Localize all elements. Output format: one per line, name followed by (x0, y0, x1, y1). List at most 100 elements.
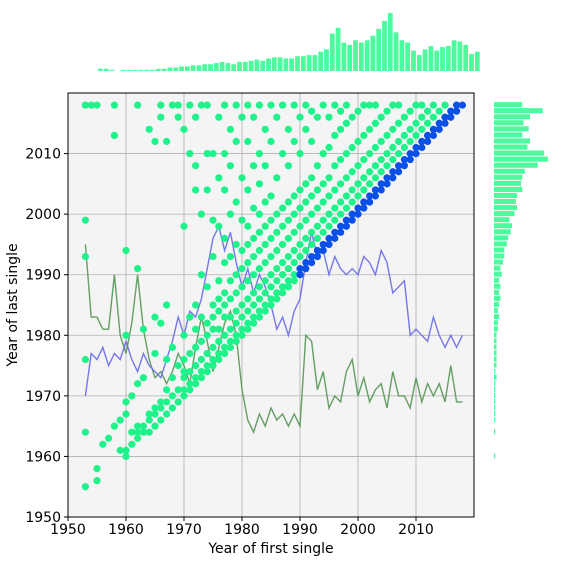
scatter-point (354, 162, 362, 170)
scatter-point (313, 186, 321, 194)
scatter-point (151, 137, 159, 146)
scatter-point (342, 119, 350, 127)
scatter-point (221, 313, 229, 321)
scatter-point (186, 149, 194, 158)
right-histogram-bar (494, 211, 515, 217)
right-histogram-bar (494, 301, 500, 308)
scatter-point (145, 428, 153, 436)
right-histogram-bar (494, 241, 507, 247)
scatter-point (348, 198, 356, 206)
top-histogram-bar (196, 65, 202, 71)
y-axis-label: Year of last single (5, 243, 21, 367)
scatter-point (383, 107, 391, 115)
scatter-point (360, 198, 368, 206)
top-histogram-bar (208, 64, 213, 71)
scatter-point (360, 186, 368, 194)
y-tick-label: 1980 (25, 328, 61, 344)
scatter-point (273, 289, 281, 297)
scatter-point (296, 252, 304, 261)
scatter-point (255, 295, 263, 303)
scatter-point (221, 149, 229, 158)
scatter-point (209, 361, 217, 370)
scatter-point (221, 349, 229, 358)
scatter-point (157, 416, 165, 424)
scatter-point (279, 204, 287, 212)
right-histogram-bar (494, 344, 497, 350)
scatter-point (296, 265, 304, 273)
scatter-point (215, 295, 223, 303)
scatter-point (197, 355, 205, 364)
top-histogram-bar (138, 69, 144, 71)
top-histogram-bar (109, 69, 115, 71)
scatter-point (197, 337, 205, 345)
top-histogram-bar (364, 40, 370, 71)
right-histogram-bar (494, 217, 510, 223)
scatter-point (203, 186, 211, 194)
scatter-point (308, 240, 316, 249)
scatter-point (93, 464, 101, 473)
scatter-point (226, 295, 234, 303)
scatter-point (360, 101, 368, 109)
scatter-point (366, 180, 374, 188)
top-histogram-bar (213, 63, 219, 71)
scatter-point (151, 404, 159, 412)
scatter-point (180, 125, 188, 133)
top-histogram-bar (341, 42, 347, 71)
top-histogram-bar (376, 28, 382, 71)
scatter-point (284, 162, 292, 170)
lines (84, 224, 464, 435)
scatter-point (383, 174, 391, 182)
scatter-point (447, 113, 455, 121)
right-histogram-bar (494, 404, 496, 410)
scatter-point (134, 422, 142, 430)
top-histogram-bar (132, 69, 138, 71)
scatter-point (151, 410, 159, 418)
scatter-point (215, 113, 223, 121)
scatter-point (412, 149, 420, 158)
scatter-point (354, 192, 362, 200)
scatter-point (226, 313, 234, 321)
scatter-point (319, 246, 327, 255)
scatter-point (215, 325, 223, 333)
scatter-point (168, 343, 176, 351)
scatter-point (255, 101, 263, 109)
scatter-point (424, 131, 432, 139)
scatter-point (244, 325, 252, 333)
scatter-point (412, 131, 420, 139)
scatter-point (174, 361, 182, 370)
scatter-point (226, 125, 234, 133)
scatter-point (377, 137, 385, 146)
green-series-line (84, 244, 463, 435)
scatter-point (221, 331, 229, 339)
scatter-point (302, 234, 310, 242)
scatter-point (209, 313, 217, 321)
scatter-point (395, 101, 403, 109)
scatter-point (366, 125, 374, 133)
scatter-point (331, 101, 339, 109)
scatter-point (215, 174, 223, 182)
top-histogram-bar (190, 65, 196, 71)
top-histogram-bar (266, 58, 271, 71)
scatter-point (250, 252, 258, 261)
scatter-point (238, 325, 246, 333)
scatter-point (418, 125, 426, 133)
scatter-point (255, 283, 263, 291)
scatter-point (337, 125, 345, 133)
right-histogram-bar (494, 289, 500, 295)
scatter-point (296, 149, 304, 158)
scatter-point (400, 113, 408, 121)
right-histogram-bar (494, 386, 496, 392)
scatter-point (273, 265, 281, 273)
scatter-point (261, 277, 269, 285)
scatter-point (441, 101, 449, 109)
right-histogram-bar (494, 308, 498, 314)
scatter-point (296, 222, 304, 230)
scatter-point (371, 174, 379, 182)
top-histogram-bar (382, 20, 387, 71)
scatter-point (197, 368, 205, 376)
top-histogram-bar (411, 50, 416, 71)
top-histogram-bar (445, 45, 451, 71)
scatter-point (366, 149, 374, 158)
scatter-point (337, 222, 345, 230)
scatter-point (290, 271, 298, 279)
